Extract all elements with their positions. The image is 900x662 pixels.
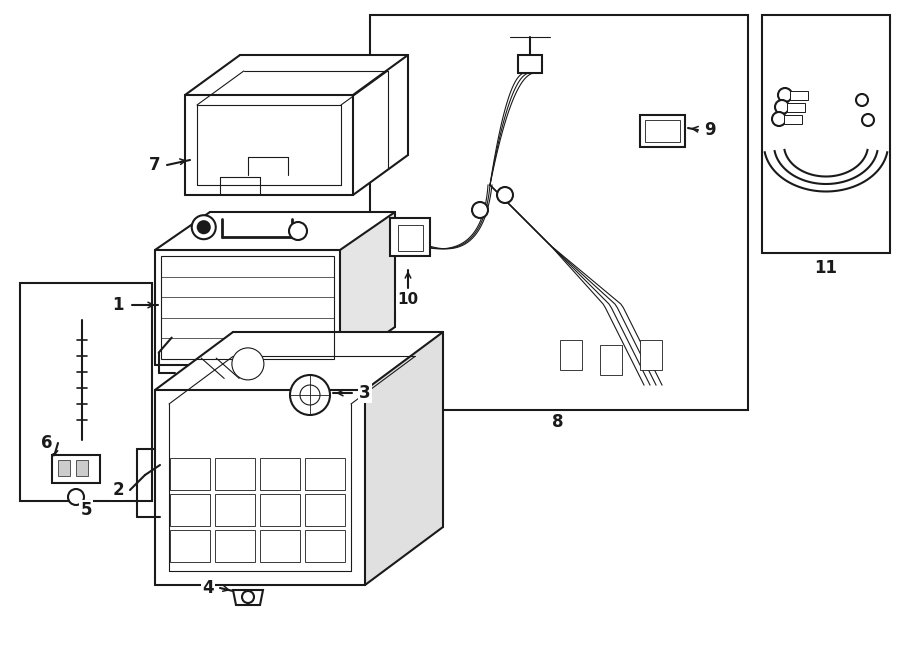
Polygon shape (340, 212, 395, 365)
Polygon shape (155, 250, 340, 365)
Bar (215, 458, 255, 490)
Text: 10: 10 (398, 293, 418, 308)
Bar (600, 345, 622, 375)
Bar (260, 458, 300, 490)
Bar (260, 494, 300, 526)
Circle shape (772, 112, 786, 126)
Text: 5: 5 (80, 501, 92, 519)
Text: 4: 4 (202, 579, 214, 597)
Polygon shape (353, 55, 408, 195)
Circle shape (497, 187, 513, 203)
Polygon shape (365, 332, 443, 585)
Text: 6: 6 (41, 434, 53, 452)
Text: 3: 3 (359, 384, 371, 402)
Bar (170, 458, 210, 490)
Circle shape (290, 375, 330, 415)
Text: 9: 9 (704, 121, 716, 139)
Bar (215, 530, 255, 561)
Bar (170, 494, 210, 526)
Bar (215, 494, 255, 526)
Bar (762, 15, 890, 253)
Polygon shape (155, 212, 395, 250)
Bar (170, 530, 210, 561)
Text: 1: 1 (112, 296, 124, 314)
Polygon shape (155, 332, 443, 390)
Polygon shape (185, 55, 408, 95)
Bar (784, 115, 802, 124)
Text: 7: 7 (149, 156, 161, 174)
Bar (161, 256, 334, 359)
Bar (398, 225, 423, 251)
Text: 2: 2 (112, 481, 124, 499)
Circle shape (232, 348, 264, 380)
Bar (370, 15, 748, 410)
Polygon shape (233, 590, 263, 605)
Bar (787, 103, 805, 112)
Bar (640, 340, 662, 370)
Bar (305, 530, 345, 561)
Circle shape (192, 215, 216, 239)
Circle shape (472, 202, 488, 218)
Circle shape (856, 94, 868, 106)
Circle shape (862, 114, 874, 126)
Bar (390, 218, 430, 256)
Circle shape (289, 222, 307, 240)
Circle shape (775, 100, 789, 114)
Bar (560, 340, 582, 370)
Bar (58, 460, 70, 476)
Bar (645, 120, 680, 142)
Bar (52, 455, 100, 483)
Bar (518, 55, 542, 73)
Polygon shape (185, 95, 353, 195)
Bar (790, 91, 808, 100)
Text: 11: 11 (814, 259, 838, 277)
Bar (305, 494, 345, 526)
Circle shape (198, 221, 210, 233)
Bar (20, 283, 152, 501)
Bar (305, 458, 345, 490)
Bar (260, 530, 300, 561)
Polygon shape (155, 390, 365, 585)
Circle shape (300, 385, 320, 405)
Bar (640, 115, 685, 147)
Bar (76, 460, 88, 476)
Circle shape (778, 88, 792, 102)
Text: 8: 8 (553, 413, 563, 431)
Circle shape (68, 489, 84, 505)
